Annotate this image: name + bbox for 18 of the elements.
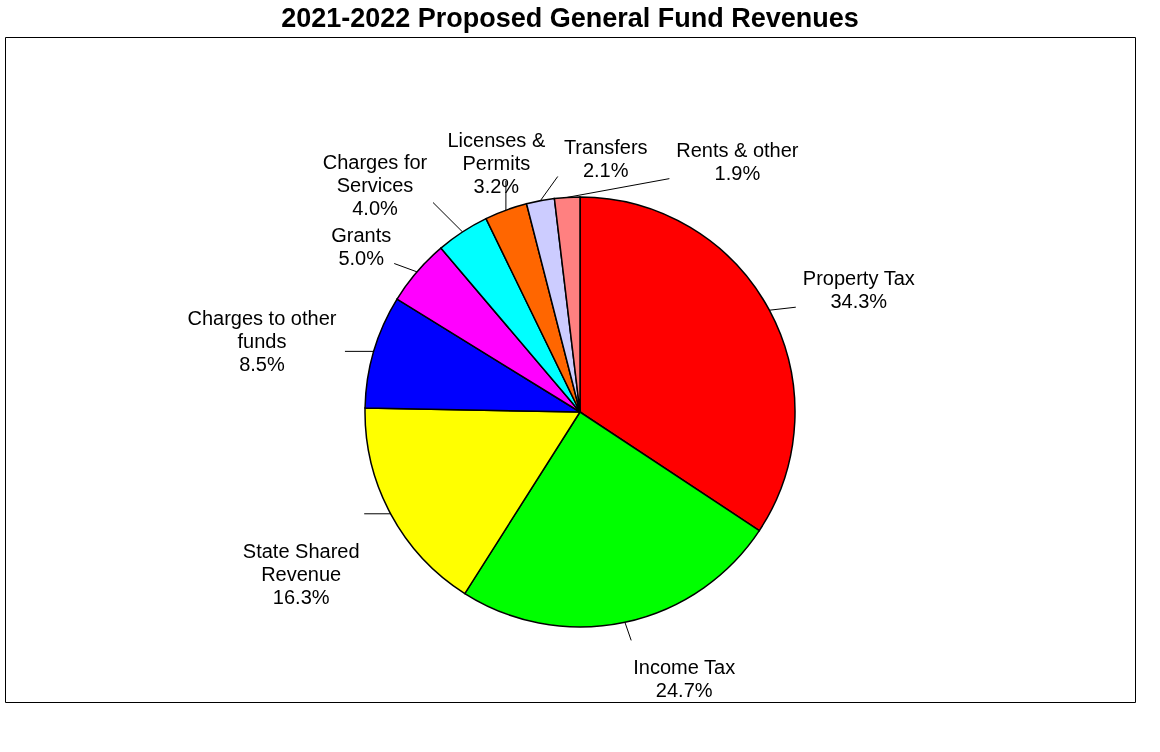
slice-label: Rents & other	[676, 138, 799, 161]
data-label: 24.7%	[655, 679, 713, 702]
slice-label: Property Tax	[802, 267, 915, 290]
chart-title: 2021-2022 Proposed General Fund Revenues	[281, 3, 859, 33]
data-label: 1.9%	[714, 161, 761, 184]
data-label: 8.5%	[239, 353, 285, 376]
slice-label: Grants	[331, 223, 392, 246]
slice-label: Licenses & Permits	[447, 129, 546, 175]
slice-label: State Shared Revenue	[242, 539, 360, 585]
slice-label: Income Tax	[633, 656, 736, 679]
data-label: 16.3%	[272, 585, 330, 608]
data-label: 2.1%	[582, 159, 629, 182]
slice-label: Charges to other funds	[187, 307, 337, 353]
slice-label: Transfers	[563, 136, 648, 159]
data-label: 34.3%	[830, 290, 888, 313]
data-label: 5.0%	[338, 246, 385, 269]
slice-label: Charges for Services	[322, 151, 428, 196]
data-label: 4.0%	[352, 197, 399, 219]
